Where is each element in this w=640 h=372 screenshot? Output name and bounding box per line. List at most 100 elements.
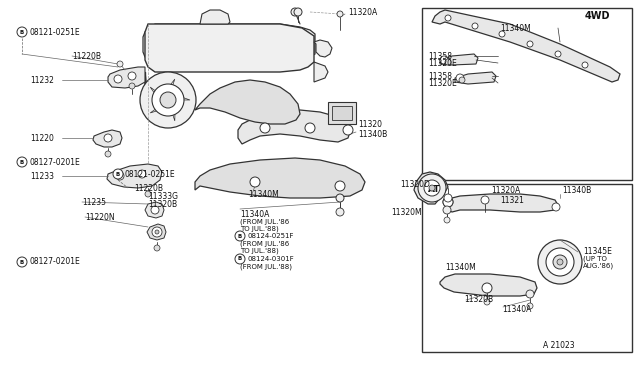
Text: (UP TO: (UP TO [583,256,607,262]
Text: 08121-0251E: 08121-0251E [29,28,79,36]
Circle shape [104,134,112,142]
Text: B: B [20,29,24,35]
Text: 11232: 11232 [30,76,54,84]
Circle shape [459,77,465,83]
Circle shape [527,41,533,47]
Text: 11340B: 11340B [358,129,387,138]
Polygon shape [195,158,365,198]
Polygon shape [147,224,166,240]
Text: 11340A: 11340A [502,305,531,314]
Circle shape [291,8,299,16]
Bar [422,8,632,180]
Polygon shape [200,10,230,24]
Bar [332,106,352,120]
Polygon shape [440,54,478,65]
Polygon shape [143,24,315,60]
Circle shape [484,299,490,305]
Circle shape [424,180,440,196]
Circle shape [546,248,574,276]
Circle shape [160,92,176,108]
Circle shape [443,197,453,207]
Polygon shape [448,194,558,212]
Polygon shape [150,100,168,113]
Polygon shape [145,72,186,116]
Text: 11220B: 11220B [134,183,163,192]
Circle shape [440,56,448,64]
Circle shape [154,245,160,251]
Circle shape [235,254,245,264]
Circle shape [538,240,582,284]
Circle shape [429,185,435,191]
Text: (FROM JUL.'88): (FROM JUL.'88) [240,264,292,270]
Polygon shape [168,100,175,121]
Circle shape [336,194,344,202]
Text: 11340M: 11340M [445,263,476,273]
Circle shape [294,8,302,16]
Circle shape [17,27,27,37]
Text: 11320E: 11320E [428,58,457,67]
Circle shape [526,290,534,298]
Polygon shape [455,72,496,84]
Circle shape [152,84,184,116]
Circle shape [552,203,560,211]
Circle shape [582,62,588,68]
Text: A 21023: A 21023 [543,340,575,350]
Bar [422,184,632,352]
Text: 08124-0251F: 08124-0251F [248,233,294,239]
Circle shape [555,51,561,57]
Text: 11340A: 11340A [240,209,269,218]
Text: 11320A: 11320A [491,186,520,195]
Text: B: B [20,260,24,264]
Circle shape [336,208,344,216]
Text: 08127-0201E: 08127-0201E [29,257,80,266]
Circle shape [444,194,452,202]
Polygon shape [145,202,164,218]
Text: B: B [238,234,242,238]
Text: 11320M: 11320M [392,208,422,217]
Text: (FROM JUL.'86: (FROM JUL.'86 [240,219,289,225]
Text: (FROM JUL.'86: (FROM JUL.'86 [240,241,289,247]
Polygon shape [108,67,145,88]
Circle shape [250,177,260,187]
Circle shape [129,83,135,89]
Circle shape [128,72,136,80]
Polygon shape [93,130,122,147]
Circle shape [482,283,492,293]
Text: 11320D: 11320D [400,180,430,189]
Circle shape [155,230,159,234]
Polygon shape [314,40,332,57]
Text: 08124-0301F: 08124-0301F [248,256,295,262]
Bar [328,102,356,124]
Polygon shape [414,172,448,204]
Text: 11320A: 11320A [348,7,377,16]
Polygon shape [107,164,162,188]
Circle shape [140,72,196,128]
Circle shape [260,123,270,133]
Text: 11233: 11233 [30,171,54,180]
Text: 11220B: 11220B [72,51,101,61]
Polygon shape [238,110,350,144]
Polygon shape [314,62,328,82]
Circle shape [557,259,563,265]
Circle shape [443,206,451,214]
Text: 11340B: 11340B [562,186,591,195]
Polygon shape [168,96,190,100]
Text: AT: AT [428,185,440,193]
Text: B: B [116,171,120,176]
Circle shape [113,169,123,179]
Text: B: B [238,257,242,262]
Text: 11358: 11358 [428,71,452,80]
Circle shape [443,197,453,207]
Circle shape [105,151,111,157]
Text: 4WD: 4WD [584,11,610,21]
Circle shape [337,11,343,17]
Circle shape [17,257,27,267]
Circle shape [343,125,353,135]
Text: 11320E: 11320E [428,78,457,87]
Circle shape [152,227,162,237]
Text: 11358: 11358 [428,51,452,61]
Circle shape [445,15,451,21]
Circle shape [151,206,159,214]
Text: 08121-0251E: 08121-0251E [124,170,175,179]
Circle shape [445,59,451,65]
